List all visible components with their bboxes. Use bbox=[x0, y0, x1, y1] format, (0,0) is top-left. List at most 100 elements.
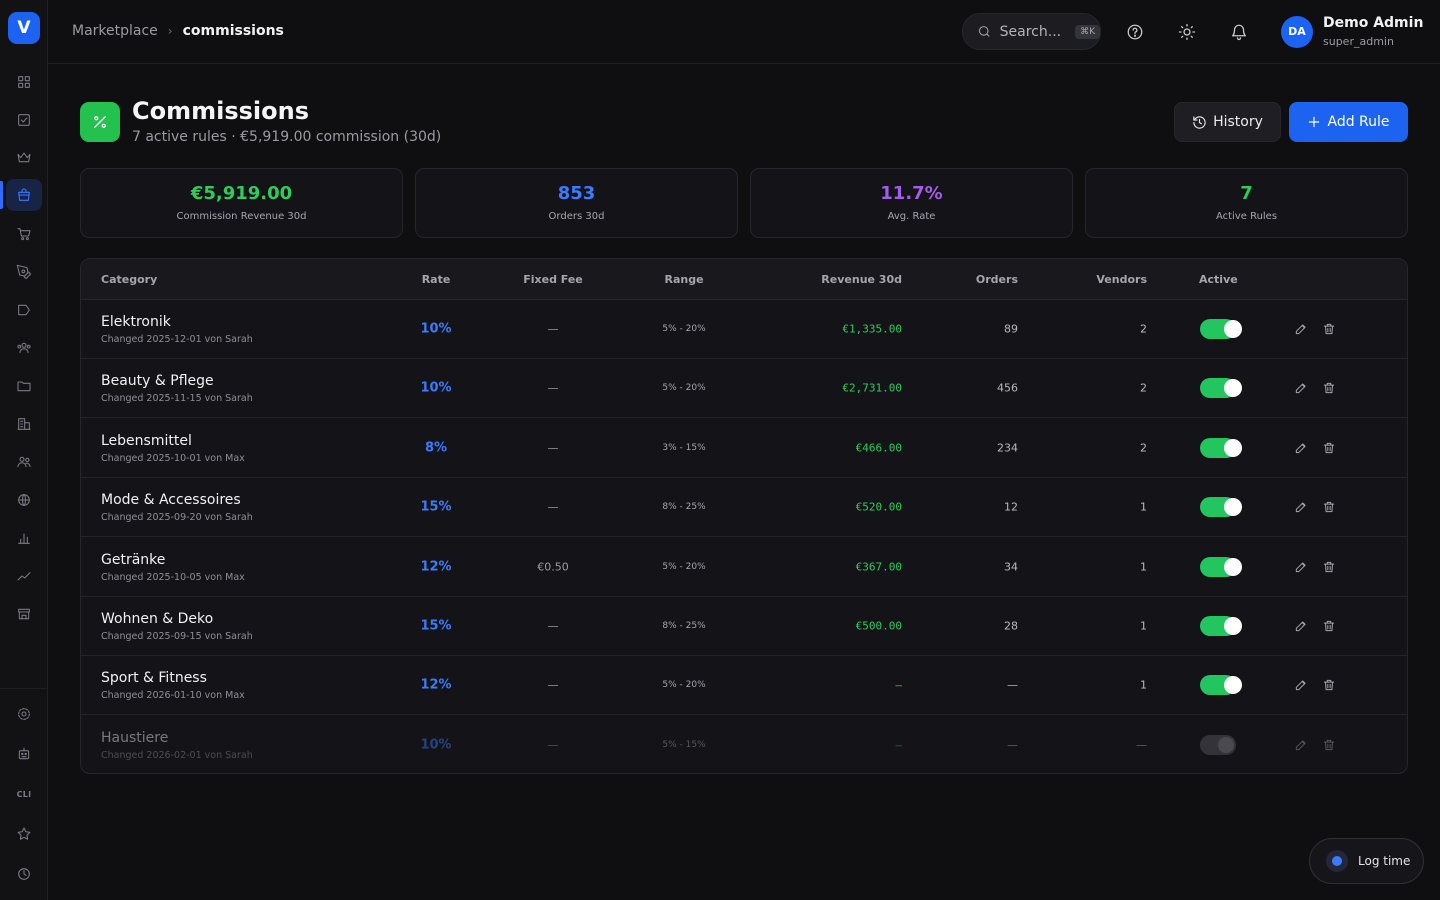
table-row[interactable]: Getränke Changed 2025-10-05 von Max 12% €0.… bbox=[81, 538, 1407, 597]
edit-icon[interactable] bbox=[1293, 559, 1309, 575]
sidebar-item-dashboard[interactable] bbox=[6, 66, 42, 98]
breadcrumb-marketplace[interactable]: Marketplace bbox=[72, 23, 158, 39]
column-header-rate[interactable]: Rate bbox=[421, 273, 451, 286]
star-icon bbox=[17, 827, 31, 840]
table-row[interactable]: Lebensmittel Changed 2025-10-01 von Max 8%… bbox=[81, 419, 1407, 478]
globe-icon bbox=[18, 494, 30, 506]
edit-icon[interactable] bbox=[1293, 440, 1309, 456]
category-name: Mode & Accessoires bbox=[101, 492, 241, 509]
stat-label: Active Rules bbox=[1215, 211, 1278, 222]
crown-icon bbox=[17, 152, 31, 163]
sidebar-item-global[interactable] bbox=[6, 484, 42, 516]
sidebar-item-tasks[interactable] bbox=[6, 104, 42, 136]
search-input[interactable]: Search... ⌘K bbox=[962, 13, 1101, 50]
sidebar-item-history[interactable] bbox=[6, 858, 42, 890]
delete-icon[interactable] bbox=[1321, 559, 1337, 575]
rate-value: 15% bbox=[420, 499, 452, 515]
fixed-fee-value: — bbox=[547, 738, 559, 752]
category-name: Wohnen & Deko bbox=[101, 611, 214, 627]
edit-icon[interactable] bbox=[1293, 321, 1309, 337]
sidebar-item-store[interactable] bbox=[6, 598, 42, 630]
table-row[interactable]: Mode & Accessoires Changed 2025-09-20 von… bbox=[81, 478, 1407, 538]
category-name: Lebensmittel bbox=[101, 432, 192, 449]
edit-icon[interactable] bbox=[1293, 737, 1309, 753]
sidebar-item-trends[interactable] bbox=[6, 560, 42, 592]
search-icon bbox=[978, 26, 990, 37]
delete-icon[interactable] bbox=[1321, 440, 1337, 456]
table-row[interactable]: Wohnen & Deko Changed 2025-09-15 von Sara… bbox=[81, 597, 1407, 656]
sidebar-item-community[interactable] bbox=[6, 332, 42, 364]
revenue-value: €520.00 bbox=[855, 500, 902, 514]
delete-icon[interactable] bbox=[1321, 618, 1337, 634]
sidebar-item-settings[interactable] bbox=[6, 698, 42, 730]
table-row[interactable]: Elektronik Changed 2025-12-01 von Sarah 10… bbox=[81, 300, 1407, 359]
app-logo[interactable]: V bbox=[8, 12, 40, 44]
delete-icon[interactable] bbox=[1321, 499, 1337, 515]
table-row[interactable]: Beauty & Pflege Changed 2025-11-15 von Sa… bbox=[81, 359, 1407, 419]
active-toggle[interactable] bbox=[1200, 378, 1242, 399]
active-toggle[interactable] bbox=[1200, 734, 1236, 755]
sidebar-item-orders[interactable] bbox=[6, 218, 42, 250]
category-changed-meta: Changed 2025-12-01 von Sarah bbox=[101, 334, 253, 345]
stat-label: Orders 30d bbox=[548, 211, 605, 222]
edit-icon[interactable] bbox=[1293, 380, 1309, 396]
active-toggle[interactable] bbox=[1200, 437, 1242, 458]
orders-value: — bbox=[1007, 738, 1018, 752]
column-header-range[interactable]: Range bbox=[664, 273, 704, 286]
sidebar-item-marketplace[interactable] bbox=[6, 179, 42, 211]
table-row[interactable]: Sport & Fitness Changed 2026-01-10 von Ma… bbox=[81, 656, 1407, 716]
edit-icon[interactable] bbox=[1293, 618, 1309, 634]
stat-value: 7 bbox=[1240, 183, 1253, 204]
sidebar-item-team[interactable] bbox=[6, 446, 42, 478]
fixed-fee-value: — bbox=[547, 619, 559, 633]
active-toggle[interactable] bbox=[1200, 616, 1242, 636]
edit-icon[interactable] bbox=[1293, 499, 1309, 515]
log-time-button[interactable]: Log time bbox=[1309, 838, 1424, 884]
page-subtitle: 7 active rules · €5,919.00 commission (3… bbox=[132, 129, 442, 145]
page-title: Commissions bbox=[132, 97, 309, 125]
sidebar-item-cli[interactable]: CLI bbox=[6, 778, 42, 810]
toggle-knob bbox=[1224, 438, 1242, 457]
table-row[interactable]: Haustiere Changed 2026-02-01 von Sarah 10%… bbox=[81, 716, 1407, 773]
column-header-vendors[interactable]: Vendors bbox=[1096, 273, 1147, 286]
sidebar-item-companies[interactable] bbox=[6, 408, 42, 440]
help-button[interactable] bbox=[1123, 20, 1147, 44]
stat-value: 853 bbox=[557, 183, 596, 204]
history-button[interactable]: History bbox=[1174, 102, 1281, 142]
sidebar-item-files[interactable] bbox=[6, 370, 42, 402]
delete-icon[interactable] bbox=[1321, 737, 1337, 753]
sidebar-item-premium[interactable] bbox=[6, 141, 42, 173]
theme-toggle-button[interactable] bbox=[1175, 20, 1199, 44]
user-name[interactable]: Demo Admin bbox=[1323, 15, 1424, 31]
column-header-orders[interactable]: Orders bbox=[975, 273, 1018, 286]
column-header-revenue[interactable]: Revenue 30d bbox=[821, 273, 902, 286]
sidebar-item-campaigns[interactable] bbox=[6, 294, 42, 326]
sidebar-item-automation[interactable] bbox=[6, 738, 42, 770]
fixed-fee-value: — bbox=[547, 322, 559, 336]
add-rule-button[interactable]: Add Rule bbox=[1289, 102, 1408, 142]
fixed-fee-value: — bbox=[547, 678, 559, 692]
rate-value: 8% bbox=[424, 440, 448, 456]
revenue-value: — bbox=[895, 678, 902, 692]
range-value: 5% - 20% bbox=[662, 561, 706, 572]
delete-icon[interactable] bbox=[1321, 677, 1337, 693]
range-value: 8% - 25% bbox=[662, 502, 706, 513]
column-header-fixed-fee[interactable]: Fixed Fee bbox=[523, 273, 583, 286]
edit-icon[interactable] bbox=[1293, 677, 1309, 693]
avatar[interactable]: DA bbox=[1281, 16, 1313, 48]
active-toggle[interactable] bbox=[1200, 319, 1242, 339]
active-toggle[interactable] bbox=[1200, 497, 1242, 518]
sidebar-item-design[interactable] bbox=[6, 256, 42, 288]
active-toggle[interactable] bbox=[1200, 556, 1242, 577]
stat-value: 11.7% bbox=[880, 183, 943, 204]
category-changed-meta: Changed 2025-09-15 von Sarah bbox=[101, 631, 253, 642]
delete-icon[interactable] bbox=[1321, 380, 1337, 396]
column-header-category[interactable]: Category bbox=[101, 273, 158, 286]
notifications-button[interactable] bbox=[1227, 20, 1251, 44]
stat-value: €5,919.00 bbox=[190, 183, 293, 204]
vendors-value: 1 bbox=[1140, 619, 1147, 633]
sidebar-item-analytics[interactable] bbox=[6, 522, 42, 554]
sidebar-item-favorites[interactable] bbox=[6, 818, 42, 850]
active-toggle[interactable] bbox=[1200, 675, 1242, 696]
delete-icon[interactable] bbox=[1321, 321, 1337, 337]
